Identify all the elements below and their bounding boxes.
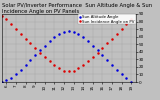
Sun Incidence Angle on PV — [49, 60, 51, 61]
Sun Altitude Angle — [25, 65, 27, 66]
Sun Incidence Angle on PV — [106, 43, 108, 44]
Text: Solar PV/Inverter Performance  Sun Altitude Angle & Sun Incidence Angle on PV Pa: Solar PV/Inverter Performance Sun Altitu… — [2, 3, 152, 14]
Sun Altitude Angle — [101, 54, 103, 55]
Sun Incidence Angle on PV — [1, 15, 3, 16]
Sun Incidence Angle on PV — [92, 56, 94, 58]
Sun Incidence Angle on PV — [25, 38, 27, 40]
Sun Incidence Angle on PV — [34, 47, 36, 49]
Sun Altitude Angle — [49, 41, 51, 42]
Sun Incidence Angle on PV — [121, 28, 123, 30]
Sun Incidence Angle on PV — [101, 47, 103, 49]
Sun Altitude Angle — [5, 80, 7, 81]
Sun Incidence Angle on PV — [58, 67, 60, 68]
Sun Altitude Angle — [116, 69, 118, 70]
Sun Altitude Angle — [77, 34, 79, 35]
Sun Altitude Angle — [44, 45, 46, 46]
Sun Altitude Angle — [92, 45, 94, 46]
Sun Incidence Angle on PV — [10, 23, 12, 24]
Sun Altitude Angle — [111, 65, 113, 66]
Sun Altitude Angle — [125, 78, 127, 79]
Sun Altitude Angle — [68, 31, 70, 32]
Sun Incidence Angle on PV — [20, 33, 22, 34]
Sun Incidence Angle on PV — [125, 23, 127, 24]
Sun Incidence Angle on PV — [97, 52, 99, 53]
Sun Incidence Angle on PV — [87, 60, 89, 61]
Sun Altitude Angle — [63, 32, 65, 33]
Sun Incidence Angle on PV — [73, 70, 75, 71]
Sun Incidence Angle on PV — [111, 38, 113, 40]
Sun Incidence Angle on PV — [130, 19, 132, 20]
Sun Incidence Angle on PV — [53, 64, 55, 65]
Sun Altitude Angle — [53, 37, 55, 38]
Sun Altitude Angle — [97, 50, 99, 51]
Sun Altitude Angle — [87, 41, 89, 42]
Sun Incidence Angle on PV — [15, 28, 17, 30]
Sun Altitude Angle — [29, 60, 31, 61]
Sun Altitude Angle — [82, 37, 84, 38]
Sun Altitude Angle — [10, 78, 12, 79]
Sun Incidence Angle on PV — [5, 19, 7, 20]
Sun Altitude Angle — [34, 54, 36, 55]
Sun Altitude Angle — [73, 32, 75, 33]
Sun Incidence Angle on PV — [82, 64, 84, 65]
Sun Altitude Angle — [121, 74, 123, 75]
Sun Altitude Angle — [130, 81, 132, 83]
Sun Altitude Angle — [15, 74, 17, 75]
Sun Incidence Angle on PV — [44, 56, 46, 58]
Legend: Sun Altitude Angle, Sun Incidence Angle on PV: Sun Altitude Angle, Sun Incidence Angle … — [78, 14, 136, 24]
Line: Sun Altitude Angle: Sun Altitude Angle — [1, 31, 132, 83]
Sun Altitude Angle — [39, 50, 41, 51]
Sun Incidence Angle on PV — [68, 71, 70, 72]
Sun Incidence Angle on PV — [39, 52, 41, 53]
Sun Altitude Angle — [20, 69, 22, 70]
Sun Altitude Angle — [58, 34, 60, 35]
Sun Altitude Angle — [106, 60, 108, 61]
Sun Incidence Angle on PV — [77, 67, 79, 68]
Sun Altitude Angle — [1, 81, 3, 83]
Sun Incidence Angle on PV — [116, 33, 118, 34]
Sun Incidence Angle on PV — [63, 70, 65, 71]
Sun Incidence Angle on PV — [29, 43, 31, 44]
Line: Sun Incidence Angle on PV: Sun Incidence Angle on PV — [1, 15, 132, 72]
